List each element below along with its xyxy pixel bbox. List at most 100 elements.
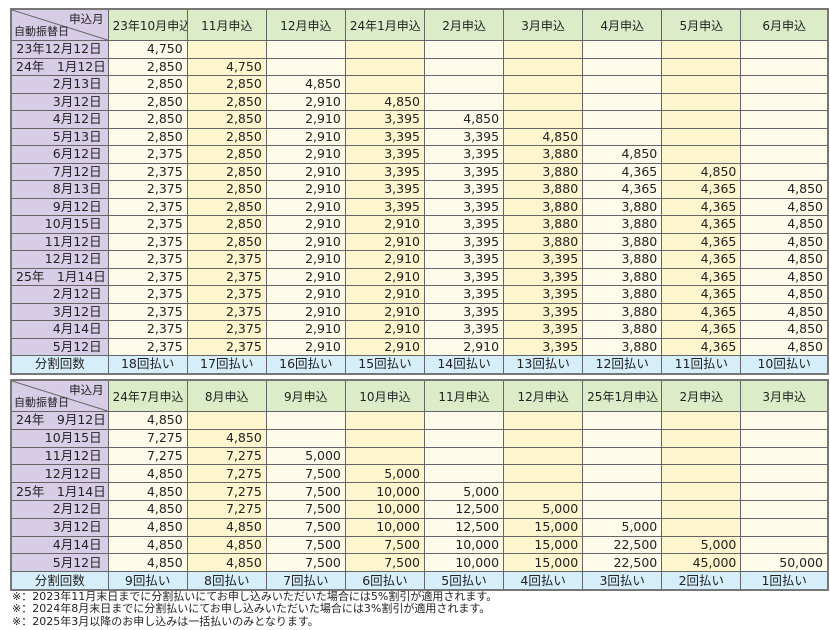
amount-cell: 7,500 bbox=[265, 482, 346, 501]
amount-cell: 4,850 bbox=[740, 197, 829, 216]
amount-cell: 12,500 bbox=[423, 499, 505, 519]
column-header: 11月申込 bbox=[186, 8, 267, 41]
amount-cell: 2,910 bbox=[344, 302, 425, 321]
amount-cell: 2,375 bbox=[107, 285, 188, 304]
amount-cell: 4,850 bbox=[740, 302, 829, 321]
amount-cell: 3,395 bbox=[344, 127, 425, 146]
debit-date-cell: 12月12日 bbox=[10, 464, 109, 484]
amount-cell: 15,000 bbox=[503, 553, 584, 573]
debit-date-cell: 25年 1月14日 bbox=[10, 482, 109, 501]
column-header: 4月申込 bbox=[582, 8, 663, 41]
debit-date-cell: 4月12日 bbox=[10, 110, 109, 129]
amount-cell: 4,365 bbox=[661, 285, 742, 304]
amount-cell bbox=[423, 92, 505, 111]
amount-cell bbox=[582, 482, 663, 501]
amount-cell: 2,850 bbox=[186, 162, 267, 181]
corner-label-debit-date: 自動振替日 bbox=[14, 396, 69, 409]
debit-date-cell: 2月12日 bbox=[10, 499, 109, 519]
amount-cell: 2,375 bbox=[107, 302, 188, 321]
amount-cell bbox=[740, 75, 829, 94]
footnotes: ※：2023年11月末日までに分割払いにてお申し込みいただいた場合には5%割引が… bbox=[12, 590, 497, 628]
amount-cell bbox=[423, 75, 505, 94]
table-row: 25年 1月14日 2,375 2,375 2,910 2,910 3,395 3,395 3… bbox=[10, 267, 829, 286]
amount-cell: 2,375 bbox=[186, 320, 267, 339]
amount-cell: 4,850 bbox=[740, 215, 829, 234]
amount-cell bbox=[582, 57, 663, 76]
table-row: 3月12日 2,375 2,375 2,910 2,910 3,395 3,395 3,880… bbox=[10, 302, 829, 321]
table-row: 11月12日 2,375 2,850 2,910 2,910 3,395 3,880 3,88… bbox=[10, 232, 829, 251]
amount-cell: 4,850 bbox=[107, 411, 188, 430]
payment-table-2024: 申込月 自動振替日 24年7月申込 8月申込 9月申込 10月申込 11月申込 12月申込 25… bbox=[10, 379, 829, 591]
amount-cell: 5,000 bbox=[344, 464, 425, 484]
amount-cell: 4,365 bbox=[661, 250, 742, 269]
installments-cell: 14回払い bbox=[423, 355, 505, 374]
installments-cell: 13回払い bbox=[503, 355, 584, 374]
amount-cell: 4,850 bbox=[740, 320, 829, 339]
payment-table-2023: 申込月 自動振替日 23年10月申込 11月申込 12月申込 24年1月申込 2月申込 3月申… bbox=[10, 8, 829, 375]
table-row: 25年 1月14日 4,850 7,275 7,500 10,000 5,000 bbox=[10, 482, 829, 501]
amount-cell: 2,375 bbox=[107, 250, 188, 269]
debit-date-cell: 9月12日 bbox=[10, 197, 109, 216]
amount-cell: 2,850 bbox=[186, 215, 267, 234]
amount-cell: 3,395 bbox=[423, 215, 505, 234]
amount-cell: 4,850 bbox=[107, 517, 188, 537]
amount-cell: 3,880 bbox=[503, 197, 584, 216]
amount-cell: 2,850 bbox=[186, 92, 267, 111]
amount-cell bbox=[661, 92, 742, 111]
column-header: 5月申込 bbox=[661, 8, 742, 41]
amount-cell bbox=[661, 428, 742, 448]
amount-cell bbox=[740, 428, 829, 448]
amount-cell bbox=[582, 40, 663, 59]
amount-cell: 7,275 bbox=[186, 482, 267, 501]
amount-cell: 3,395 bbox=[423, 285, 505, 304]
installments-row: 分割回数 18回払い 17回払い 16回払い 15回払い 14回払い 13回払い 12回払い 1… bbox=[10, 355, 829, 374]
amount-cell bbox=[582, 428, 663, 448]
amount-cell: 3,395 bbox=[423, 127, 505, 146]
amount-cell: 2,850 bbox=[107, 110, 188, 129]
amount-cell: 2,910 bbox=[265, 267, 346, 286]
amount-cell bbox=[344, 40, 425, 59]
table-row: 11月12日 7,275 7,275 5,000 bbox=[10, 446, 829, 466]
amount-cell bbox=[423, 40, 505, 59]
amount-cell: 2,910 bbox=[265, 92, 346, 111]
amount-cell: 7,500 bbox=[344, 535, 425, 555]
amount-cell: 2,910 bbox=[423, 337, 505, 356]
installments-cell: 5回払い bbox=[423, 571, 505, 591]
debit-date-cell: 3月12日 bbox=[10, 92, 109, 111]
amount-cell: 4,850 bbox=[661, 162, 742, 181]
installments-label: 分割回数 bbox=[10, 571, 109, 591]
debit-date-cell: 23年12月12日 bbox=[10, 40, 109, 59]
amount-cell bbox=[186, 411, 267, 430]
debit-date-cell: 10月15日 bbox=[10, 428, 109, 448]
amount-cell: 2,910 bbox=[344, 285, 425, 304]
table-row: 6月12日 2,375 2,850 2,910 3,395 3,395 3,880 4,850 bbox=[10, 145, 829, 164]
amount-cell: 3,395 bbox=[344, 180, 425, 199]
amount-cell: 4,850 bbox=[186, 428, 267, 448]
amount-cell: 4,365 bbox=[661, 180, 742, 199]
amount-cell bbox=[740, 517, 829, 537]
table-row: 9月12日 2,375 2,850 2,910 3,395 3,395 3,880 3,880… bbox=[10, 197, 829, 216]
amount-cell: 4,850 bbox=[107, 482, 188, 501]
table-row: 12月12日 4,850 7,275 7,500 5,000 bbox=[10, 464, 829, 484]
installments-cell: 12回払い bbox=[582, 355, 663, 374]
amount-cell: 4,365 bbox=[661, 215, 742, 234]
amount-cell bbox=[740, 446, 829, 466]
amount-cell: 2,910 bbox=[344, 267, 425, 286]
amount-cell bbox=[661, 464, 742, 484]
column-header: 2月申込 bbox=[423, 8, 505, 41]
amount-cell: 4,365 bbox=[661, 302, 742, 321]
amount-cell: 4,850 bbox=[423, 110, 505, 129]
amount-cell bbox=[740, 127, 829, 146]
amount-cell: 2,375 bbox=[107, 162, 188, 181]
amount-cell: 2,375 bbox=[107, 337, 188, 356]
amount-cell: 3,880 bbox=[582, 197, 663, 216]
amount-cell: 2,850 bbox=[186, 180, 267, 199]
amount-cell bbox=[740, 482, 829, 501]
amount-cell bbox=[740, 110, 829, 129]
amount-cell: 4,850 bbox=[107, 553, 188, 573]
diagonal-divider bbox=[12, 10, 108, 40]
amount-cell: 3,395 bbox=[503, 267, 584, 286]
amount-cell: 7,500 bbox=[265, 535, 346, 555]
amount-cell bbox=[661, 127, 742, 146]
debit-date-cell: 5月13日 bbox=[10, 127, 109, 146]
